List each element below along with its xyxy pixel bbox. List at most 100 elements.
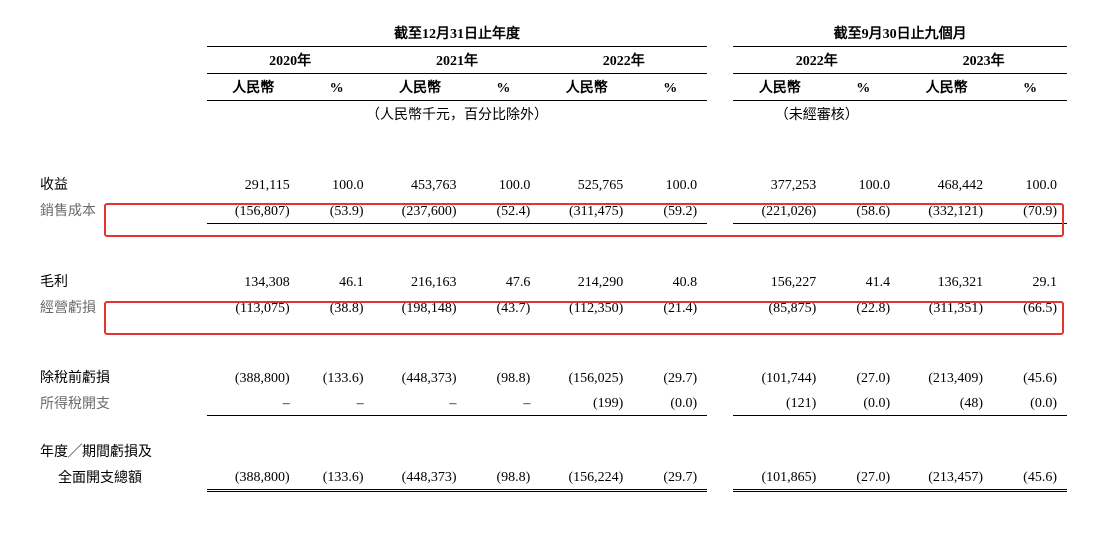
cell: 214,290 [540, 268, 633, 294]
cell: (121) [733, 390, 826, 416]
cell: 291,115 [207, 171, 300, 197]
financial-table-container: 截至12月31日止年度 截至9月30日止九個月 2020年 2021年 2022… [40, 20, 1067, 492]
cell: (198,148) [374, 294, 467, 320]
cell: 40.8 [633, 268, 707, 294]
cell: 46.1 [300, 268, 374, 294]
cell: (38.8) [300, 294, 374, 320]
cell: (48) [900, 390, 993, 416]
label-income-tax: 所得稅開支 [40, 390, 207, 416]
cell: (448,373) [374, 364, 467, 390]
label-loss-before-tax: 除稅前虧損 [40, 364, 207, 390]
cell: 134,308 [207, 268, 300, 294]
header-row-note: （人民幣千元，百分比除外） （未經審核） [40, 101, 1067, 128]
cell: 453,763 [374, 171, 467, 197]
cell: (0.0) [633, 390, 707, 416]
cell: 29.1 [993, 268, 1067, 294]
hdr-pct: % [826, 74, 900, 101]
cell: 100.0 [300, 171, 374, 197]
header-row-periods: 截至12月31日止年度 截至9月30日止九個月 [40, 20, 1067, 47]
cell: (45.6) [993, 464, 1067, 490]
header-2022b: 2022年 [733, 47, 900, 74]
cell: 216,163 [374, 268, 467, 294]
cell: (332,121) [900, 197, 993, 223]
cell: 468,442 [900, 171, 993, 197]
cell: (156,807) [207, 197, 300, 223]
cell: (70.9) [993, 197, 1067, 223]
cell: (388,800) [207, 464, 300, 490]
header-2021: 2021年 [374, 47, 541, 74]
cell: (101,865) [733, 464, 826, 490]
label-operating-loss: 經營虧損 [40, 294, 207, 320]
cell: (448,373) [374, 464, 467, 490]
header-2023: 2023年 [900, 47, 1067, 74]
cell: (213,457) [900, 464, 993, 490]
header-nine-months: 截至9月30日止九個月 [733, 20, 1067, 47]
label-revenue: 收益 [40, 171, 207, 197]
cell: (85,875) [733, 294, 826, 320]
cell: (59.2) [633, 197, 707, 223]
cell: (113,075) [207, 294, 300, 320]
hdr-rmb: 人民幣 [733, 74, 826, 101]
cell: (112,350) [540, 294, 633, 320]
cell: (43.7) [466, 294, 540, 320]
hdr-pct: % [466, 74, 540, 101]
cell: (27.0) [826, 364, 900, 390]
label-total-loss-1: 年度╱期間虧損及 [40, 438, 207, 464]
header-year-end: 截至12月31日止年度 [207, 20, 707, 47]
cell: (156,224) [540, 464, 633, 490]
cell: (98.8) [466, 464, 540, 490]
cell: 156,227 [733, 268, 826, 294]
cell: (29.7) [633, 364, 707, 390]
cell: (45.6) [993, 364, 1067, 390]
cell: (98.8) [466, 364, 540, 390]
label-cost-of-sales: 銷售成本 [40, 197, 207, 223]
cell: 525,765 [540, 171, 633, 197]
hdr-rmb: 人民幣 [374, 74, 467, 101]
cell: (133.6) [300, 464, 374, 490]
cell: (66.5) [993, 294, 1067, 320]
cell: 136,321 [900, 268, 993, 294]
cell: (58.6) [826, 197, 900, 223]
row-income-tax: 所得稅開支 – – – – (199) (0.0) (121) (0.0) (4… [40, 390, 1067, 416]
cell: (213,409) [900, 364, 993, 390]
cell: 100.0 [466, 171, 540, 197]
cell: (53.9) [300, 197, 374, 223]
header-row-units: 人民幣 % 人民幣 % 人民幣 % 人民幣 % 人民幣 % [40, 74, 1067, 101]
row-total-loss-label1: 年度╱期間虧損及 [40, 438, 1067, 464]
cell: (0.0) [993, 390, 1067, 416]
header-2020: 2020年 [207, 47, 374, 74]
cell: (29.7) [633, 464, 707, 490]
unaudited-note: （未經審核） [733, 101, 900, 128]
cell: (311,351) [900, 294, 993, 320]
label-gross-profit: 毛利 [40, 268, 207, 294]
cell: – [300, 390, 374, 416]
cell: (311,475) [540, 197, 633, 223]
row-operating-loss: 經營虧損 (113,075) (38.8) (198,148) (43.7) (… [40, 294, 1067, 320]
cell: (156,025) [540, 364, 633, 390]
cell: (52.4) [466, 197, 540, 223]
header-2022a: 2022年 [540, 47, 707, 74]
row-cost-of-sales: 銷售成本 (156,807) (53.9) (237,600) (52.4) (… [40, 197, 1067, 223]
cell: – [207, 390, 300, 416]
cell: (22.8) [826, 294, 900, 320]
cell: 47.6 [466, 268, 540, 294]
label-total-loss-2: 全面開支總額 [40, 464, 207, 490]
cell: (0.0) [826, 390, 900, 416]
hdr-rmb: 人民幣 [207, 74, 300, 101]
cell: 100.0 [826, 171, 900, 197]
cell: (221,026) [733, 197, 826, 223]
cell: (388,800) [207, 364, 300, 390]
header-row-years: 2020年 2021年 2022年 2022年 2023年 [40, 47, 1067, 74]
row-loss-before-tax: 除稅前虧損 (388,800) (133.6) (448,373) (98.8)… [40, 364, 1067, 390]
cell: – [374, 390, 467, 416]
hdr-rmb: 人民幣 [900, 74, 993, 101]
financial-table: 截至12月31日止年度 截至9月30日止九個月 2020年 2021年 2022… [40, 20, 1067, 492]
hdr-pct: % [993, 74, 1067, 101]
cell: (133.6) [300, 364, 374, 390]
cell: 100.0 [993, 171, 1067, 197]
cell: (27.0) [826, 464, 900, 490]
hdr-pct: % [633, 74, 707, 101]
cell: 41.4 [826, 268, 900, 294]
cell: (21.4) [633, 294, 707, 320]
row-total-loss: 全面開支總額 (388,800) (133.6) (448,373) (98.8… [40, 464, 1067, 490]
